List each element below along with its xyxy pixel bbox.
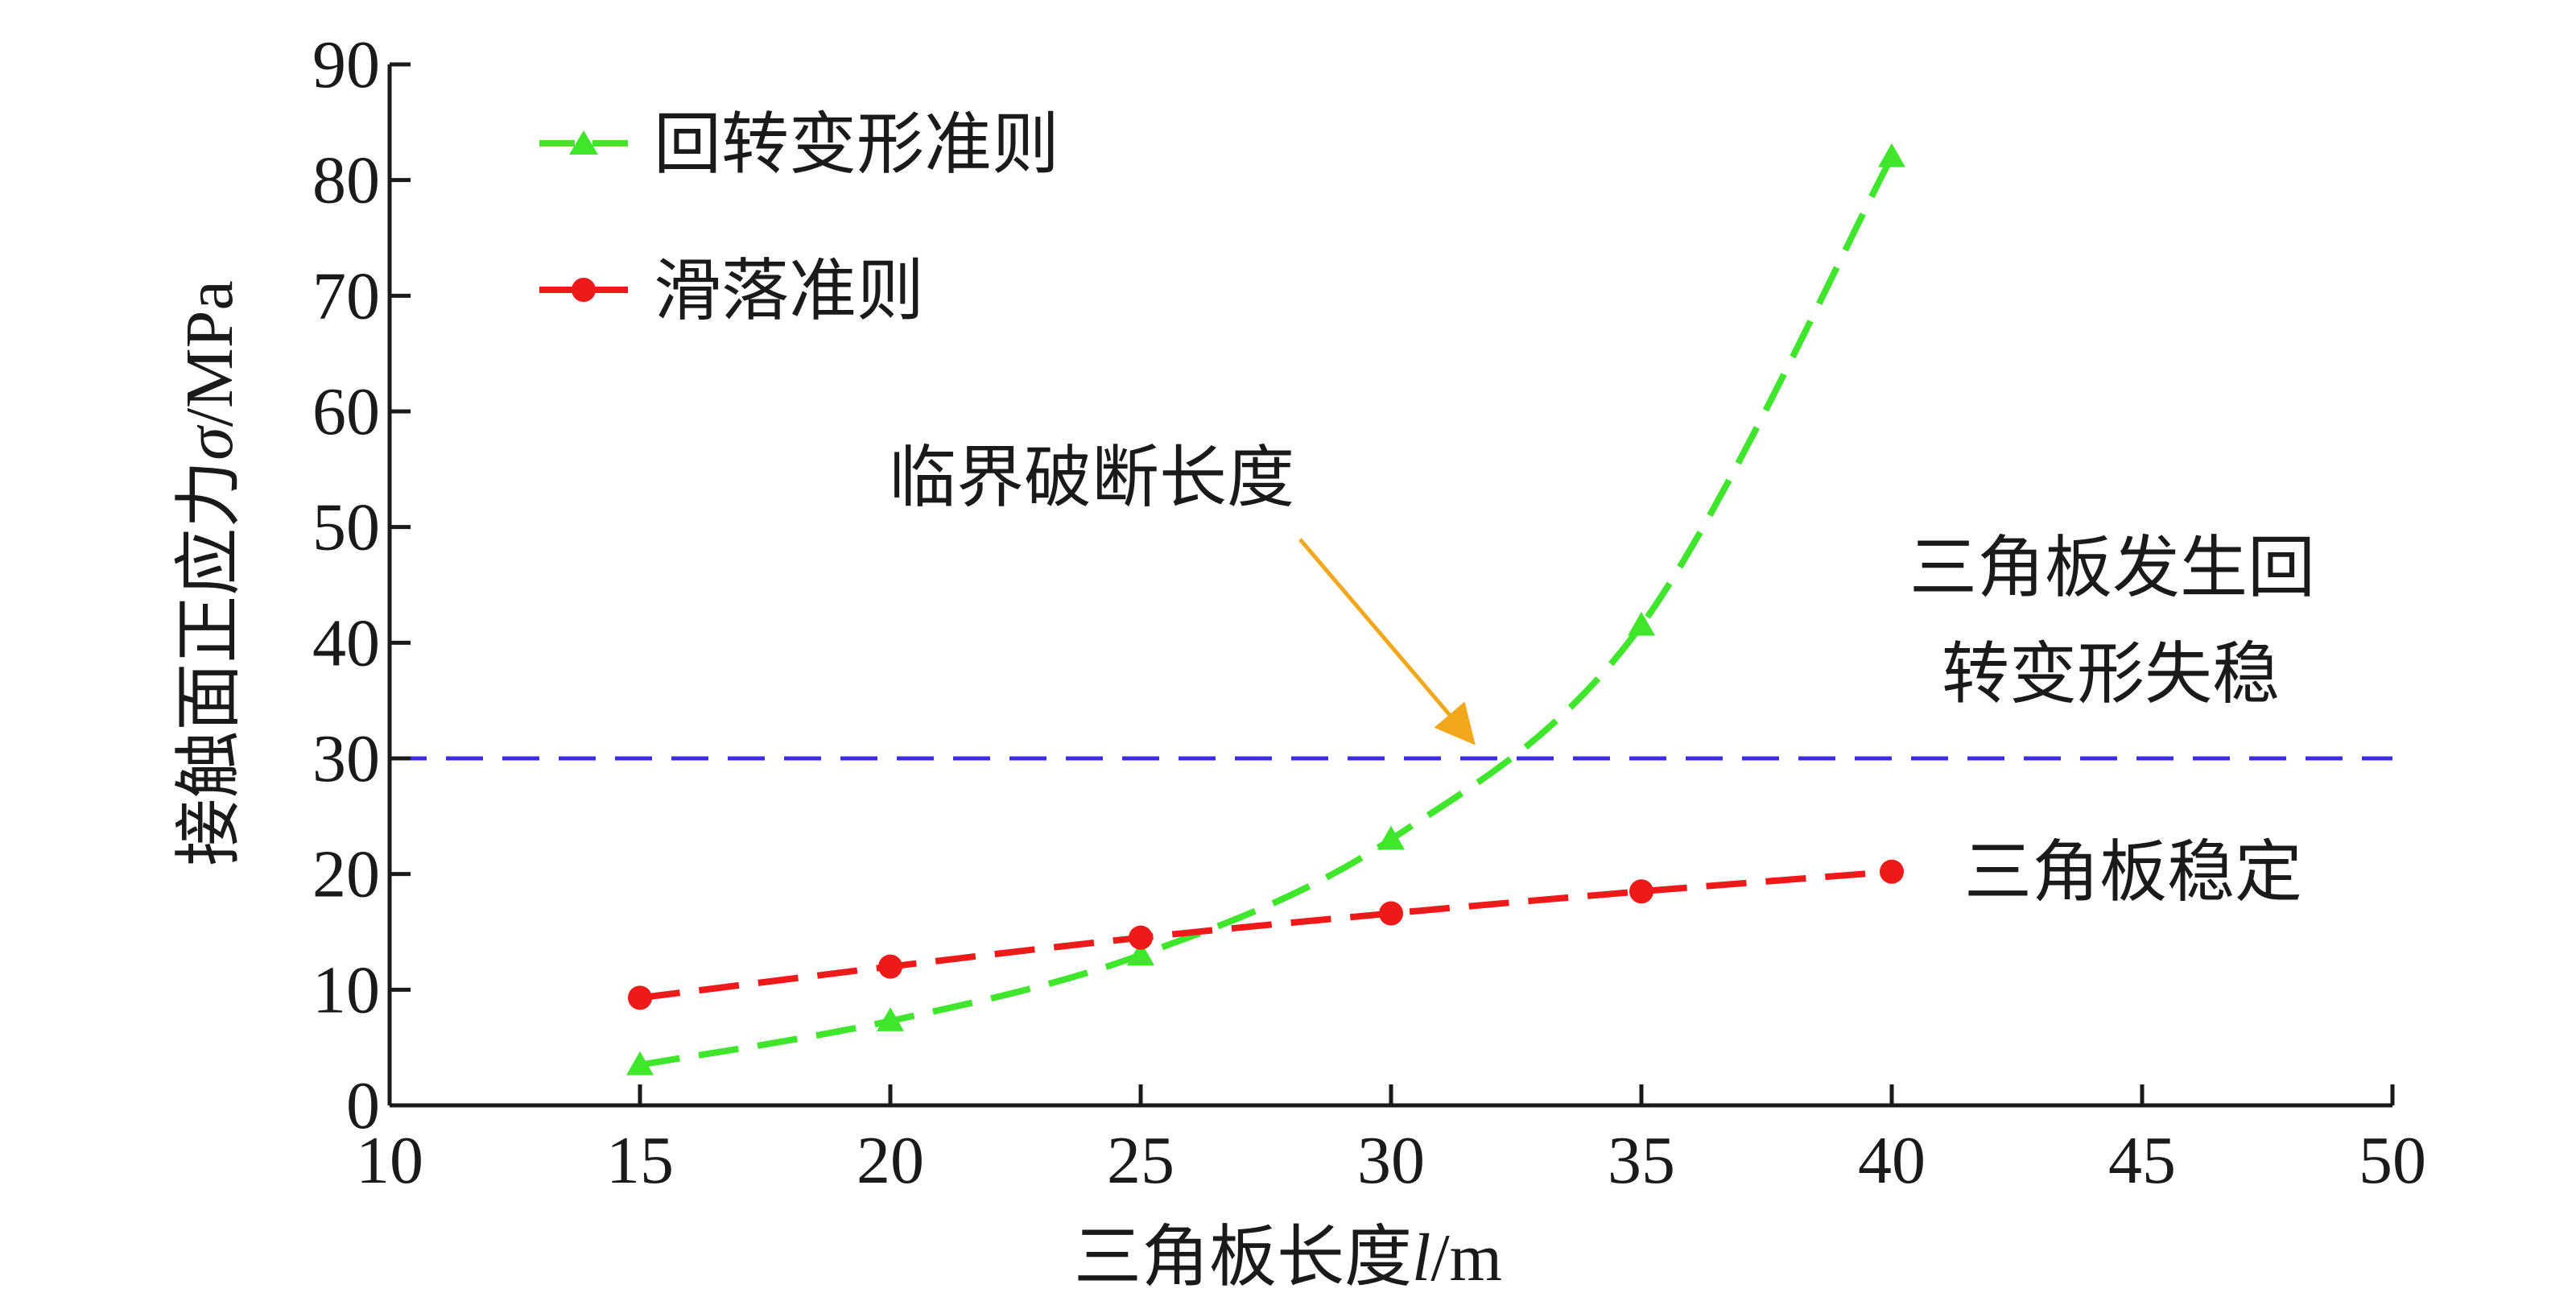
series-0-point	[1127, 941, 1154, 965]
legend-item-rotation: 回转变形准则	[539, 105, 1059, 184]
y-tick-label: 0	[346, 1068, 380, 1143]
y-tick-label: 70	[312, 258, 380, 333]
series-1-point	[1379, 901, 1403, 926]
series-1-point	[628, 985, 652, 1010]
x-ticks: 10 15 20 25 30 35 40 45 50	[356, 1084, 2426, 1198]
critical-length-label: 临界破断长度	[889, 438, 1294, 517]
y-ticks: 0 10 20 30 40 50 60 70 80 90	[312, 27, 411, 1143]
x-tick-label: 50	[2359, 1123, 2426, 1198]
x-tick-label: 15	[606, 1123, 674, 1198]
series-1-line	[639, 868, 1893, 1002]
series-1-point	[878, 954, 902, 979]
y-tick-label: 30	[312, 721, 380, 796]
y-axis-label: 接触面正应力σ/MPa	[169, 280, 248, 865]
legend: 回转变形准则 滑落准则	[539, 105, 1059, 330]
legend-rotation-triangle-icon	[569, 130, 598, 155]
series-1-point	[1880, 859, 1904, 884]
unstable-label-line2: 转变形失稳	[1942, 634, 2280, 713]
series-0-point	[1377, 825, 1405, 850]
legend-rotation-label: 回转变形准则	[654, 105, 1059, 184]
x-tick-label: 10	[356, 1123, 423, 1198]
y-axis-label-unit: /MPa	[172, 280, 247, 427]
series-1	[628, 859, 1904, 1010]
y-tick-label: 90	[312, 27, 380, 102]
legend-item-sliding: 滑落准则	[539, 251, 924, 330]
series-0	[626, 142, 1905, 1076]
x-tick-label: 30	[1357, 1123, 1425, 1198]
x-axis-label-prefix: 三角板长度	[1074, 1217, 1412, 1296]
x-axis-label: 三角板长度l/m	[1074, 1217, 1502, 1296]
series-1-point	[1129, 925, 1153, 950]
series-0-point	[626, 1051, 654, 1076]
critical-length-arrow	[1298, 538, 1476, 745]
y-axis-label-prefix: 接触面正应力	[169, 461, 248, 866]
y-axis-label-var: σ	[172, 424, 247, 461]
series-0-point	[1878, 142, 1905, 167]
y-tick-label: 80	[312, 143, 380, 218]
series-1-point	[1629, 879, 1653, 904]
legend-sliding-label: 滑落准则	[654, 251, 924, 330]
x-axis-label-unit: /m	[1430, 1220, 1502, 1295]
unstable-label-line1: 三角板发生回	[1909, 528, 2315, 607]
y-tick-label: 10	[312, 952, 380, 1027]
legend-sliding-circle-icon	[572, 278, 596, 302]
x-tick-label: 20	[857, 1123, 924, 1198]
series-layer	[626, 142, 1905, 1076]
stable-label: 三角板稳定	[1964, 832, 2302, 911]
annotations: 临界破断长度 三角板发生回 转变形失稳 三角板稳定	[889, 438, 2315, 911]
y-tick-label: 40	[312, 605, 380, 680]
series-0-point	[877, 1007, 904, 1031]
x-tick-label: 25	[1107, 1123, 1174, 1198]
series-0-point	[1628, 611, 1655, 636]
y-tick-label: 50	[312, 490, 380, 565]
y-tick-label: 20	[312, 837, 380, 912]
x-axis-label-var: l	[1412, 1220, 1430, 1295]
x-tick-label: 40	[1858, 1123, 1926, 1198]
x-tick-label: 35	[1608, 1123, 1675, 1198]
y-tick-label: 60	[312, 374, 380, 449]
x-tick-label: 45	[2108, 1123, 2176, 1198]
